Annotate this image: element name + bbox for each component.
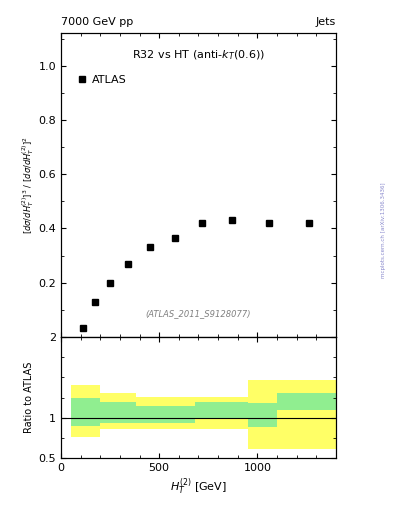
Text: Jets: Jets xyxy=(316,16,336,27)
Y-axis label: [$dσ/dH$${_T^{(2)}}$]$^3$ / [$dσ/dH$${_T^{(2)}}$]$^2$: [$dσ/dH$${_T^{(2)}}$]$^3$ / [$dσ/dH$${_T… xyxy=(20,136,35,234)
ATLAS xyxy=(148,244,152,250)
Text: (ATLAS_2011_S9128077): (ATLAS_2011_S9128077) xyxy=(146,310,251,318)
ATLAS xyxy=(125,261,130,267)
ATLAS xyxy=(267,220,272,226)
ATLAS xyxy=(173,235,177,241)
X-axis label: $H_T^{(2)}$ [GeV]: $H_T^{(2)}$ [GeV] xyxy=(170,476,227,497)
ATLAS xyxy=(80,325,85,331)
ATLAS xyxy=(200,220,205,226)
ATLAS xyxy=(306,220,311,226)
ATLAS xyxy=(230,217,234,223)
Line: ATLAS: ATLAS xyxy=(79,217,312,332)
ATLAS xyxy=(108,280,112,286)
Y-axis label: Ratio to ATLAS: Ratio to ATLAS xyxy=(24,362,34,433)
Text: mcplots.cern.ch [arXiv:1306.3436]: mcplots.cern.ch [arXiv:1306.3436] xyxy=(381,183,386,278)
Text: R32 vs HT (anti-$k_T$(0.6)): R32 vs HT (anti-$k_T$(0.6)) xyxy=(132,49,265,62)
ATLAS xyxy=(93,298,97,305)
Legend: ATLAS: ATLAS xyxy=(77,75,127,86)
Text: 7000 GeV pp: 7000 GeV pp xyxy=(61,16,133,27)
